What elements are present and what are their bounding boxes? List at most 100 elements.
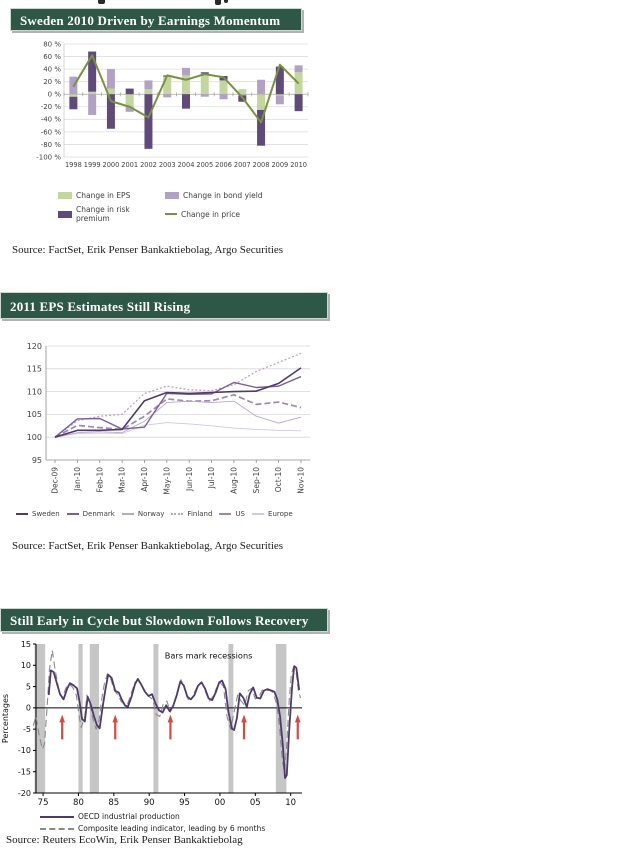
figure3-legend: OECD industrial production Composite lea… [40,812,265,833]
svg-text:-80 %: -80 % [41,141,62,149]
figure3-source: Source: Reuters EcoWin, Erik Penser Bank… [6,834,243,846]
svg-text:Dec-09: Dec-09 [51,467,60,494]
svg-text:2004: 2004 [178,161,195,169]
svg-text:40 %: 40 % [43,66,61,74]
legend-label: Change in bond yield [183,191,263,200]
svg-text:2007: 2007 [234,161,251,169]
svg-text:May-10: May-10 [162,467,171,495]
legend-item: OECD industrial production [40,812,265,821]
figure1-title: Sweden 2010 Driven by Earnings Momentum [20,13,281,28]
cropped-text-fragment [98,0,105,4]
norway-swatch [121,513,134,515]
svg-text:120: 120 [27,342,42,351]
legend-item: US [219,510,245,518]
svg-text:60 %: 60 % [43,53,61,61]
svg-text:-60 %: -60 % [41,128,62,136]
cli-line-swatch [40,827,74,830]
legend-item: Change in bond yield [165,191,263,200]
svg-text:Oct-10: Oct-10 [274,467,283,492]
svg-text:2010: 2010 [290,161,307,169]
figure3-title-bar: Still Early in Cycle but Slowdown Follow… [0,608,328,632]
svg-text:1999: 1999 [84,161,101,169]
figure2-title: 2011 EPS Estimates Still Rising [10,299,191,314]
legend-label: Europe [268,510,293,518]
svg-text:-40 %: -40 % [41,116,62,124]
svg-text:80 %: 80 % [43,40,61,48]
svg-text:85: 85 [108,798,119,808]
svg-text:Sep-10: Sep-10 [252,467,261,494]
svg-text:2003: 2003 [159,161,176,169]
figure1-source: Source: FactSet, Erik Penser Bankaktiebo… [12,244,284,256]
svg-text:10: 10 [285,798,296,808]
legend-label: Sweden [32,510,60,518]
svg-text:Mar-10: Mar-10 [118,467,127,493]
svg-text:80: 80 [73,798,84,808]
legend-label: Finland [187,510,213,518]
us-swatch [219,513,232,515]
earnings-momentum-chart: 80 % 60 % 40 % 20 % 0 % -20 % -40 % -60 % -80 % -… [36,38,314,172]
legend-label: Norway [137,510,165,518]
svg-text:2001: 2001 [121,161,138,169]
cycle-chart: 15 10 5 0 -5 -10 -15 -20 75 80 85 90 95 00 05 10 Percent… [0,636,324,811]
svg-text:105: 105 [27,410,42,419]
svg-text:110: 110 [27,387,42,396]
legend-item: Sweden [16,510,60,518]
legend-label: Change in price [181,209,240,219]
legend-label: Denmark [82,510,115,518]
svg-text:Percentages: Percentages [1,694,10,743]
svg-text:90: 90 [144,798,155,808]
svg-text:05: 05 [250,798,261,808]
svg-text:100: 100 [27,433,42,442]
svg-text:10: 10 [21,661,31,670]
figure1-legend: Change in EPS Change in bond yield Chang… [58,191,263,223]
legend-item: Denmark [66,510,115,518]
price-line-swatch [165,213,177,215]
svg-text:5: 5 [26,682,31,691]
figure2-title-bar: 2011 EPS Estimates Still Rising [0,292,328,319]
svg-text:Aug-10: Aug-10 [230,467,239,494]
svg-text:-15: -15 [18,768,31,777]
svg-text:Bars mark recessions: Bars mark recessions [165,650,253,660]
svg-text:1998: 1998 [65,161,82,169]
svg-text:20 %: 20 % [43,78,61,86]
svg-text:2009: 2009 [271,161,288,169]
svg-text:-5: -5 [23,725,31,734]
svg-text:2008: 2008 [253,161,270,169]
svg-text:Apr-10: Apr-10 [140,467,149,492]
svg-text:Nov-10: Nov-10 [297,467,306,494]
legend-label: Change in risk premium [76,205,130,223]
svg-text:75: 75 [38,798,49,808]
legend-label: Composite leading indicator, leading by … [78,824,266,833]
svg-text:0: 0 [26,704,31,713]
figure3-title: Still Early in Cycle but Slowdown Follow… [10,613,309,628]
svg-text:Feb-10: Feb-10 [95,467,104,493]
svg-text:-10: -10 [18,746,31,755]
figure2-source: Source: FactSet, Erik Penser Bankaktiebo… [12,540,284,552]
svg-text:-20 %: -20 % [41,103,62,111]
svg-text:2006: 2006 [215,161,232,169]
legend-item: Change in price [165,205,263,223]
legend-item: Finland [171,510,212,518]
svg-text:2000: 2000 [103,161,120,169]
legend-item: Composite leading indicator, leading by … [40,824,265,833]
legend-item: Norway [121,510,165,518]
figure2-legend: Sweden Denmark Norway Finland US Europe [16,510,293,518]
svg-text:Jul-10: Jul-10 [207,467,216,490]
legend-item: Europe [252,510,293,518]
svg-text:-20: -20 [18,789,31,798]
cropped-text-fragment [224,0,228,3]
eps-swatch [58,192,72,199]
legend-label: OECD industrial production [78,812,180,821]
cropped-text-fragment [215,0,221,5]
eps-estimates-chart: 120 115 110 105 100 95 Dec-09 Jan-10 Feb-10 Mar-1… [16,336,318,508]
svg-text:95: 95 [32,456,42,465]
svg-text:-100 %: -100 % [36,153,61,161]
svg-text:15: 15 [21,640,31,649]
svg-text:95: 95 [179,798,190,808]
svg-text:0 %: 0 % [48,91,62,99]
sweden-swatch [16,513,28,515]
svg-text:2005: 2005 [196,161,213,169]
europe-swatch [252,513,265,515]
legend-label: US [235,510,246,518]
finland-swatch [171,513,184,515]
